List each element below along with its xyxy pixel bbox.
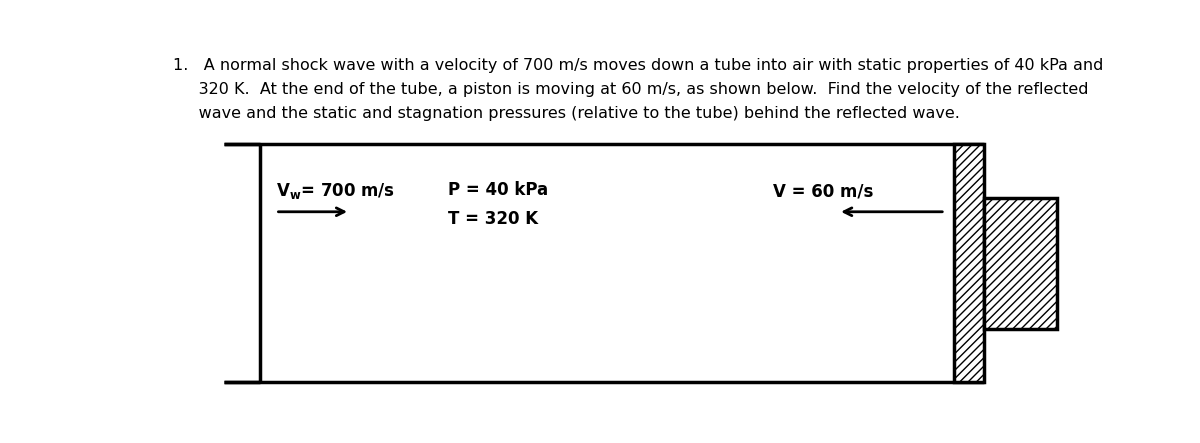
- Bar: [984, 198, 1057, 330]
- Text: P = 40 kPa: P = 40 kPa: [448, 181, 547, 198]
- Text: 320 K.  At the end of the tube, a piston is moving at 60 m/s, as shown below.  F: 320 K. At the end of the tube, a piston …: [173, 82, 1088, 97]
- Text: 1.   A normal shock wave with a velocity of 700 m/s moves down a tube into air w: 1. A normal shock wave with a velocity o…: [173, 58, 1104, 73]
- Text: wave and the static and stagnation pressures (relative to the tube) behind the r: wave and the static and stagnation press…: [173, 106, 960, 121]
- Text: T = 320 K: T = 320 K: [448, 210, 538, 228]
- Text: V = 60 m/s: V = 60 m/s: [773, 183, 874, 200]
- Text: $\mathbf{V_w}$= 700 m/s: $\mathbf{V_w}$= 700 m/s: [276, 181, 395, 201]
- Bar: [954, 144, 984, 382]
